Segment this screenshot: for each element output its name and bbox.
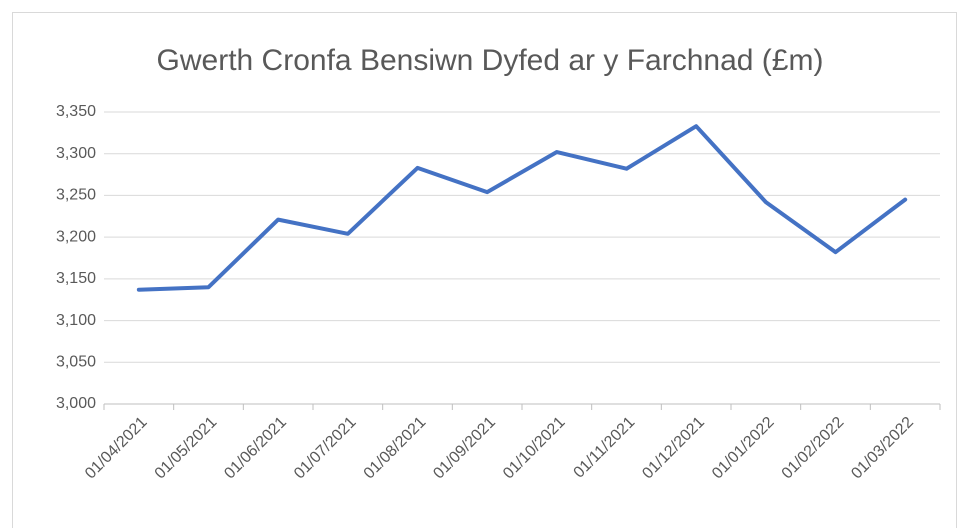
y-tick-label: 3,050 [56,354,96,371]
y-tick-label: 3,100 [56,312,96,329]
y-tick-label: 3,250 [56,187,96,204]
y-tick-label: 3,300 [56,145,96,162]
y-tick-label: 3,000 [56,395,96,412]
chart-frame [12,12,957,528]
chart-title: Gwerth Cronfa Bensiwn Dyfed ar y Farchna… [157,44,824,77]
y-tick-label: 3,150 [56,270,96,287]
data-line [136,124,908,292]
y-tick-label: 3,200 [56,228,96,245]
y-tick-label: 3,350 [56,103,96,120]
